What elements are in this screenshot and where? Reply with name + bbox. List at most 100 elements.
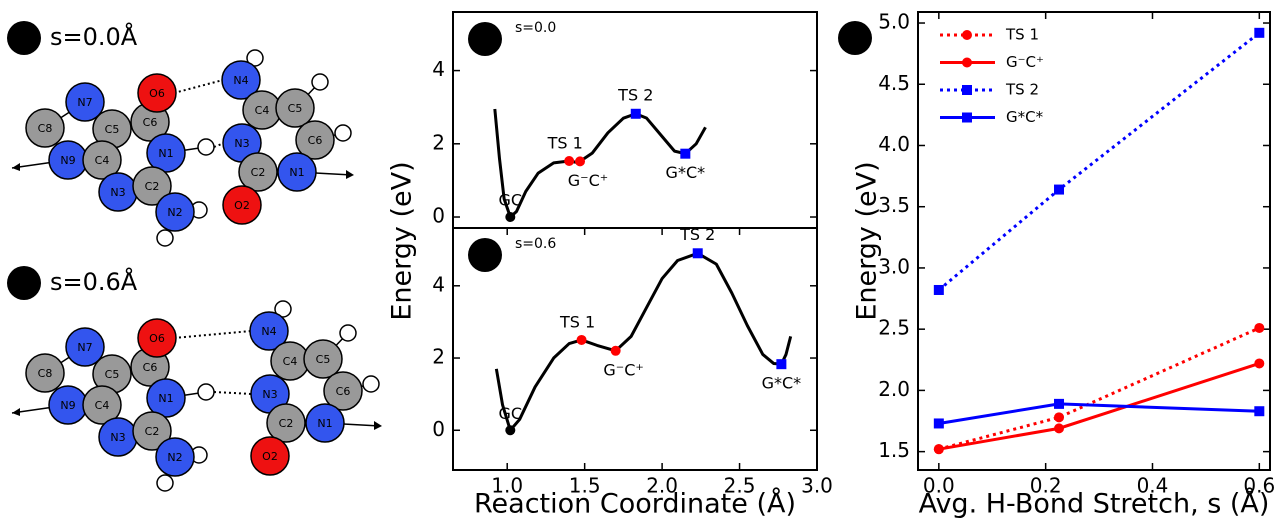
- x-tick-label: 1.5: [569, 474, 601, 498]
- series-line: [937, 31, 1261, 292]
- atom: [303, 339, 343, 379]
- atom-label: C8: [38, 122, 53, 135]
- atom: [155, 192, 195, 232]
- legend-marker: [962, 30, 972, 40]
- atom: [25, 108, 65, 148]
- atom-label: C8: [38, 367, 53, 380]
- x-tick-label: 0.6: [1243, 474, 1275, 498]
- point-label: TS 1: [559, 312, 595, 331]
- atom-label: O2: [262, 450, 278, 463]
- legend-label: G*C*: [1006, 108, 1044, 126]
- atom-label: C6: [336, 385, 351, 398]
- marker: [933, 418, 944, 429]
- atom-label: N1: [158, 392, 173, 405]
- x-tick-label: 2.5: [724, 474, 756, 498]
- panel-title: s=0.0Å: [50, 22, 138, 51]
- y-tick-label: 2.5: [878, 316, 910, 340]
- atom-label: C2: [279, 417, 294, 430]
- y-tick-label: 4: [432, 57, 445, 81]
- legend-marker: [962, 112, 972, 123]
- atom-label: N7: [77, 341, 92, 354]
- atom-label: C6: [143, 361, 158, 374]
- point-label: GC: [499, 191, 523, 210]
- atom: [132, 411, 172, 451]
- hydrogen: [156, 474, 174, 492]
- marker: [1054, 398, 1065, 409]
- series-line: [938, 402, 1260, 425]
- atom: [65, 82, 105, 122]
- panel-badge: [7, 21, 41, 55]
- hydrogen: [274, 300, 292, 318]
- y-tick-label: 4: [432, 272, 445, 296]
- point-label: GC: [499, 404, 523, 423]
- atom: [82, 140, 122, 180]
- panel-subtitle: s=0.6: [515, 236, 556, 252]
- marker: [776, 359, 787, 370]
- atom: [305, 403, 345, 443]
- y-tick-label: 3.0: [878, 254, 910, 278]
- atom: [238, 152, 278, 192]
- plot-frame: [917, 11, 1271, 471]
- marker: [505, 212, 516, 223]
- series-line: [938, 326, 1260, 451]
- hydrogen: [197, 138, 215, 156]
- atom-label: N4: [233, 74, 248, 87]
- arrow-head: [374, 421, 382, 430]
- atom-label: N9: [60, 399, 75, 412]
- y-tick-label: 0: [432, 204, 445, 228]
- atom: [82, 385, 122, 425]
- marker: [1054, 184, 1065, 195]
- x-axis-label: Reaction Coordinate (Å): [474, 488, 796, 520]
- y-tick-label: 4.0: [878, 132, 910, 156]
- atom: [221, 60, 261, 100]
- marker: [630, 108, 641, 119]
- atom-label: O6: [149, 332, 165, 345]
- atom: [275, 88, 315, 128]
- atom-label: C6: [308, 134, 323, 147]
- atom-label: C5: [316, 353, 331, 366]
- marker: [1254, 406, 1265, 417]
- atom: [155, 437, 195, 477]
- atom-label: N3: [110, 186, 125, 199]
- x-axis-label: Avg. H-Bond Stretch, s (Å): [919, 488, 1270, 520]
- atom-label: C6: [143, 116, 158, 129]
- atom: [132, 166, 172, 206]
- atom-label: N2: [167, 451, 182, 464]
- marker: [933, 284, 944, 295]
- marker: [1254, 358, 1265, 369]
- atom: [65, 327, 105, 367]
- y-axis-label: Energy (eV): [852, 161, 883, 320]
- atom-label: O6: [149, 87, 165, 100]
- point-label: G⁻C⁺: [603, 360, 643, 379]
- arrow-head: [12, 163, 20, 171]
- y-axis-label: Energy (eV): [387, 161, 418, 320]
- panel-subtitle: s=0.0: [515, 20, 556, 36]
- atom: [137, 73, 177, 113]
- marker: [564, 156, 575, 167]
- atom-label: C5: [105, 368, 120, 381]
- atom: [146, 378, 186, 418]
- y-tick-label: 1.5: [878, 438, 910, 462]
- atom: [323, 371, 363, 411]
- atom-label: N9: [60, 154, 75, 167]
- atom-label: C4: [95, 399, 110, 412]
- y-tick-label: 5.0: [878, 10, 910, 34]
- legend-label: TS 1: [1005, 26, 1039, 44]
- marker: [505, 425, 516, 436]
- hydrogen: [197, 383, 215, 401]
- panel-badge: [7, 266, 41, 300]
- atom: [266, 403, 306, 443]
- panel-badge: [468, 238, 502, 272]
- atom: [250, 436, 290, 476]
- atom-label: C2: [251, 166, 266, 179]
- hydrogen: [311, 73, 329, 91]
- point-label: TS 1: [547, 134, 583, 153]
- panel-badge: [468, 22, 502, 56]
- y-tick-label: 2: [432, 345, 445, 369]
- atom-label: N2: [167, 206, 182, 219]
- point-label: TS 2: [617, 85, 653, 104]
- marker: [680, 148, 691, 159]
- y-tick-label: 4.5: [878, 71, 910, 95]
- atom: [137, 318, 177, 358]
- h-bond: [173, 330, 252, 339]
